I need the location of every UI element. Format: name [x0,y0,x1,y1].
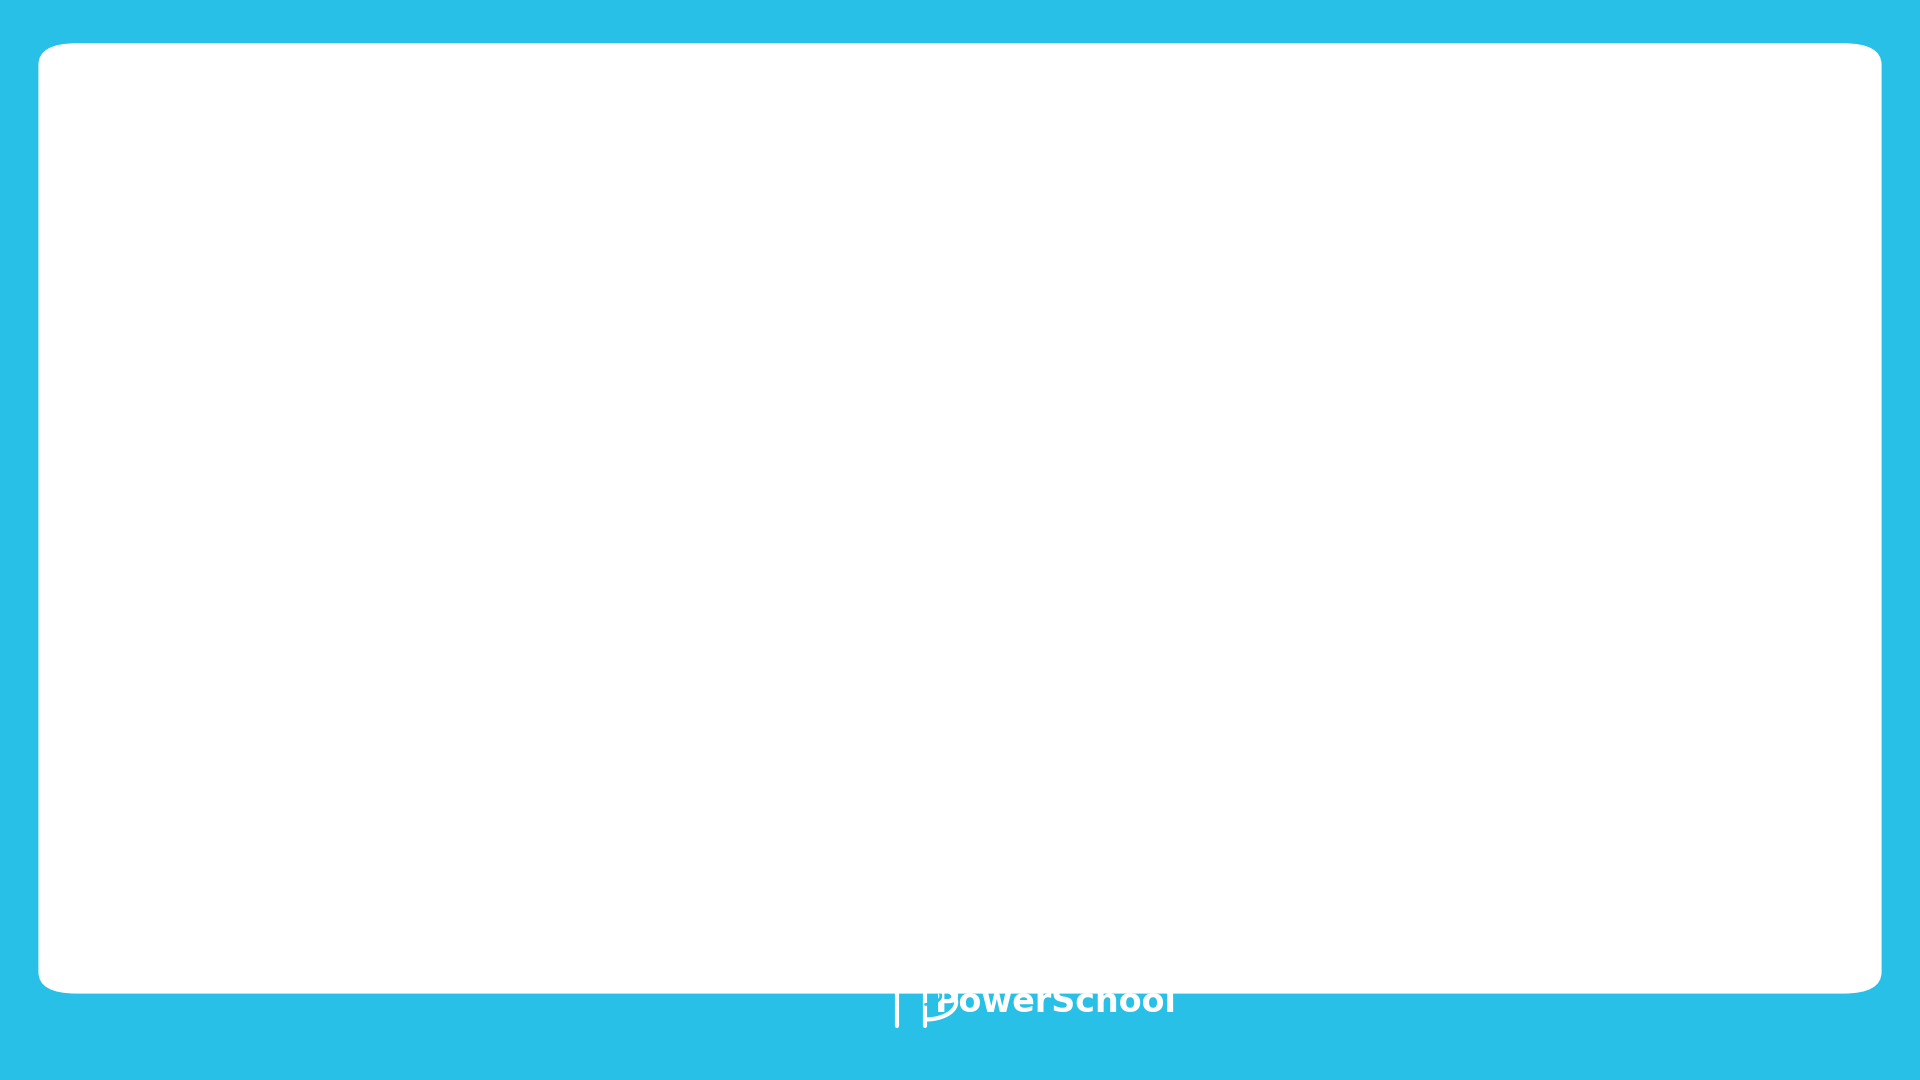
Polygon shape [376,394,432,419]
Polygon shape [762,411,810,431]
Circle shape [1567,445,1596,460]
Text: Family
Engagement: Family Engagement [1004,737,1338,840]
Circle shape [86,324,605,616]
Polygon shape [1215,455,1281,511]
Circle shape [1071,427,1119,454]
FancyBboxPatch shape [1494,406,1655,535]
Circle shape [912,324,1430,616]
Circle shape [1565,512,1584,523]
Text: Impacts Across...: Impacts Across... [672,215,1452,293]
Circle shape [1223,427,1271,454]
Circle shape [749,438,797,465]
FancyBboxPatch shape [676,484,822,489]
Circle shape [1315,324,1834,616]
Text: PowerSchool: PowerSchool [935,986,1177,1018]
Text: The
Classroom: The Classroom [611,737,887,840]
Polygon shape [1129,449,1213,511]
Polygon shape [1567,456,1597,470]
FancyBboxPatch shape [666,497,831,518]
Text: Special
Programs: Special Programs [1446,737,1703,840]
Text: Districts &
Admin: Districts & Admin [204,737,488,840]
Polygon shape [1062,455,1127,511]
Text: Has: Has [428,215,626,293]
Circle shape [490,324,1008,616]
Polygon shape [255,411,436,462]
Circle shape [697,433,801,491]
FancyBboxPatch shape [273,464,419,521]
Circle shape [1140,414,1202,449]
FancyBboxPatch shape [284,463,319,482]
FancyBboxPatch shape [676,482,822,497]
FancyBboxPatch shape [326,486,365,521]
Circle shape [701,438,749,465]
FancyBboxPatch shape [1528,427,1620,514]
FancyBboxPatch shape [1565,480,1599,499]
Text: A Student Information System: A Student Information System [271,118,1649,195]
FancyBboxPatch shape [666,498,831,504]
FancyBboxPatch shape [371,463,403,482]
